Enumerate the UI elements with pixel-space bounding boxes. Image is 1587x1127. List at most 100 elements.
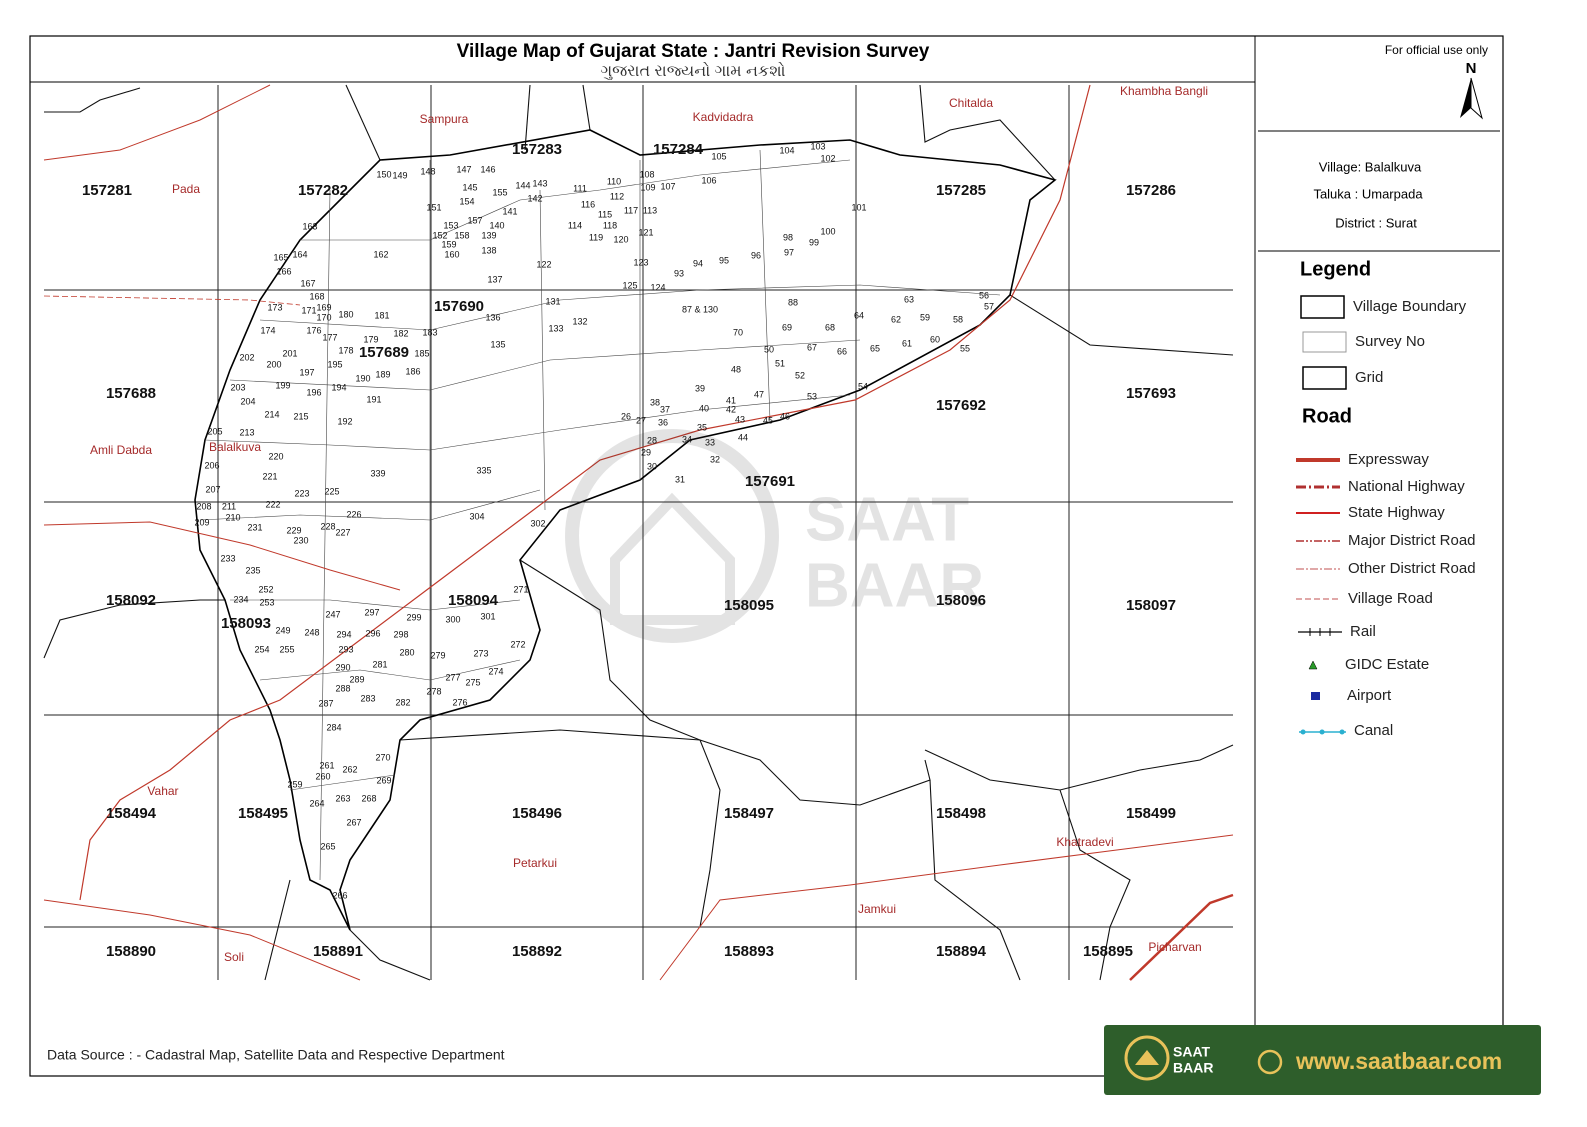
survey-number: 46: [780, 411, 790, 421]
road: [43, 295, 301, 306]
survey-number: 66: [837, 346, 847, 356]
grid-id: 158495: [238, 805, 288, 822]
survey-number: 100: [820, 226, 835, 236]
roads: [43, 84, 1234, 981]
survey-number: 277: [445, 672, 460, 682]
north-arrow: [1460, 78, 1471, 118]
boundary: [582, 84, 591, 131]
survey-number: 30: [647, 461, 657, 471]
survey-number: 293: [338, 644, 353, 654]
grid-id: 157283: [512, 141, 562, 158]
legend-label: Village Road: [1348, 590, 1433, 607]
grid-id: 158494: [106, 805, 157, 822]
survey-number: 64: [854, 310, 864, 320]
survey-number: 29: [641, 447, 651, 457]
survey-number: 52: [795, 370, 805, 380]
legend-label: Other District Road: [1348, 560, 1476, 577]
boundary: [1059, 789, 1131, 981]
road-title: Road: [1302, 405, 1352, 427]
survey-number: 104: [779, 145, 794, 155]
survey-number: 265: [320, 841, 335, 851]
legend-swatch: [1302, 331, 1347, 353]
survey-number: 196: [306, 387, 321, 397]
survey-number: 109: [640, 182, 655, 192]
grid-id: 157284: [653, 141, 704, 158]
survey-number: 59: [920, 312, 930, 322]
grid-id: 157286: [1126, 182, 1176, 199]
survey-number: 247: [325, 609, 340, 619]
info-village: Village: Balalkuva: [1319, 159, 1422, 174]
survey-number: 252: [258, 584, 273, 594]
survey-number: 249: [275, 625, 290, 635]
badge-logo: [1135, 1050, 1159, 1065]
survey-number: 56: [979, 290, 989, 300]
survey-number: 135: [490, 339, 505, 349]
grid-id: 157691: [745, 473, 795, 490]
survey-number: 176: [306, 325, 321, 335]
grid: [44, 85, 1233, 980]
survey-number: 123: [633, 257, 648, 267]
survey-number: 138: [481, 245, 496, 255]
survey-number: 267: [346, 817, 361, 827]
survey-number: 294: [336, 629, 351, 639]
survey-number: 94: [693, 258, 703, 268]
watermark-text: BAAR: [805, 551, 984, 620]
survey-number: 199: [275, 380, 290, 390]
survey-number: 32: [710, 454, 720, 464]
survey-number: 278: [426, 686, 441, 696]
survey-number: 179: [363, 334, 378, 344]
survey-number: 67: [807, 342, 817, 352]
survey-number: 125: [622, 280, 637, 290]
survey-number: 191: [366, 394, 381, 404]
place-name: Kadvidadra: [693, 110, 754, 124]
survey-number: 137: [487, 274, 502, 284]
grid-id: 158499: [1126, 805, 1176, 822]
official-note: For official use only: [1385, 43, 1488, 57]
subtitle: ગુજરાત રાજ્યનો ગામ નકશો: [600, 61, 785, 80]
survey-number: 215: [293, 411, 308, 421]
survey-number: 41: [726, 395, 736, 405]
legend-label: National Highway: [1348, 478, 1465, 495]
place-name: Khambha Bangli: [1120, 84, 1208, 98]
survey-number: 145: [462, 182, 477, 192]
survey-number: 121: [638, 227, 653, 237]
survey-number: 159: [441, 239, 456, 249]
survey-number: 182: [393, 328, 408, 338]
place-name: Petarkui: [513, 856, 557, 870]
survey-number: 26: [621, 411, 631, 421]
survey-number: 186: [405, 366, 420, 376]
data-source: Data Source : - Cadastral Map, Satellite…: [47, 1047, 505, 1063]
survey-number: 255: [279, 644, 294, 654]
survey-number: 136: [485, 312, 500, 322]
parcel-line: [199, 489, 541, 521]
survey-number: 205: [207, 426, 222, 436]
legend-title: Legend: [1300, 258, 1371, 280]
place-name: Pada: [172, 182, 200, 196]
survey-number: 61: [902, 338, 912, 348]
survey-number: 115: [598, 209, 612, 219]
survey-number: 151: [426, 202, 441, 212]
survey-number: 98: [783, 232, 793, 242]
legend-label: GIDC Estate: [1345, 656, 1429, 673]
badge-url[interactable]: www.saatbaar.com: [1295, 1048, 1502, 1074]
boundary: [919, 84, 1056, 181]
survey-number: 141: [502, 206, 517, 216]
survey-number: 142: [527, 193, 542, 203]
legend-swatch: [1302, 366, 1347, 390]
boundary: [43, 599, 225, 659]
village-boundaries: [43, 84, 1234, 981]
survey-number: 185: [414, 348, 429, 358]
grid-id: 158497: [724, 805, 774, 822]
grid-id: 158092: [106, 592, 156, 609]
boundary: [349, 929, 431, 981]
survey-number: 302: [530, 518, 545, 528]
survey-number: 280: [399, 647, 414, 657]
survey-number: 260: [315, 771, 330, 781]
survey-number: 259: [287, 779, 302, 789]
survey-number: 339: [370, 468, 385, 478]
survey-number: 221: [262, 471, 277, 481]
place-name: Picharvan: [1148, 940, 1201, 954]
survey-number: 197: [299, 367, 314, 377]
grid-id: 158093: [221, 615, 271, 632]
survey-number: 201: [282, 348, 297, 358]
